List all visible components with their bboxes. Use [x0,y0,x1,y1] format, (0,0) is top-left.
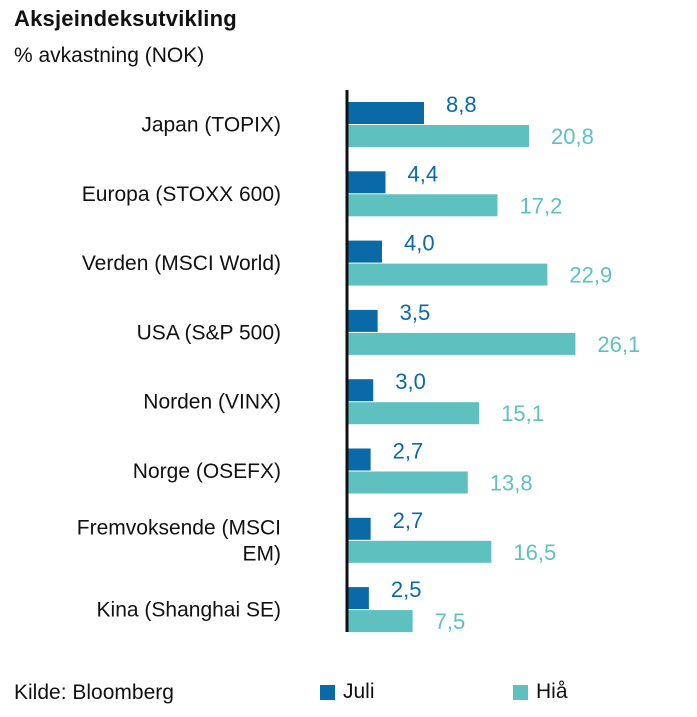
bar-hia [347,332,576,355]
bar-hia [347,194,498,217]
bar-hia [347,263,548,286]
bar-hia [347,471,468,494]
bar-juli [347,587,369,610]
bar-hia [347,402,480,425]
bar-juli [347,171,386,194]
bar-hia [347,610,413,633]
bar-juli [347,448,371,471]
data-label-juli: 2,5 [391,577,422,602]
data-label-juli: 4,4 [408,161,439,186]
data-label-hia: 16,5 [513,540,556,565]
bar-hia [347,540,492,563]
data-label-juli: 4,0 [404,231,435,256]
data-label-juli: 2,7 [393,439,424,464]
data-label-juli: 3,0 [395,369,426,394]
data-label-hia: 17,2 [520,193,563,218]
data-label-hia: 15,1 [501,401,544,426]
legend-label-hia: Hiå [536,680,568,703]
data-label-juli: 3,5 [400,300,431,325]
category-label: Fremvoksende (MSCI [77,516,281,539]
bar-hia [347,125,529,147]
chart-title: Aksjeindeksutvikling [14,6,237,31]
bar-juli [347,517,371,540]
category-label: Norden (VINX) [143,391,281,414]
bar-juli [347,240,382,263]
legend-item-juli: Juli [320,680,375,704]
category-label: Verden (MSCI World) [82,252,281,275]
data-label-juli: 2,7 [393,508,424,533]
bar-juli [347,309,378,332]
data-label-hia: 26,1 [597,332,640,357]
category-label: EM) [243,542,282,565]
bar-juli [347,379,374,402]
data-label-hia: 20,8 [551,124,594,149]
legend-label-juli: Juli [343,680,375,703]
legend-swatch-hia [513,684,528,700]
category-label: Norge (OSEFX) [133,460,281,483]
bar-juli [347,102,424,124]
category-label: Europa (STOXX 600) [82,183,281,206]
legend-item-hia: Hiå [513,680,568,704]
data-label-hia: 7,5 [435,609,466,634]
source-note: Kilde: Bloomberg [14,681,174,704]
legend-swatch-juli [320,684,335,700]
category-label: USA (S&P 500) [137,321,281,344]
data-label-hia: 22,9 [569,263,612,288]
data-label-hia: 13,8 [490,471,533,496]
data-label-juli: 8,8 [446,92,477,117]
category-label: Kina (Shanghai SE) [97,599,281,622]
chart-subtitle: % avkastning (NOK) [14,44,205,67]
category-label: Japan (TOPIX) [141,114,281,137]
